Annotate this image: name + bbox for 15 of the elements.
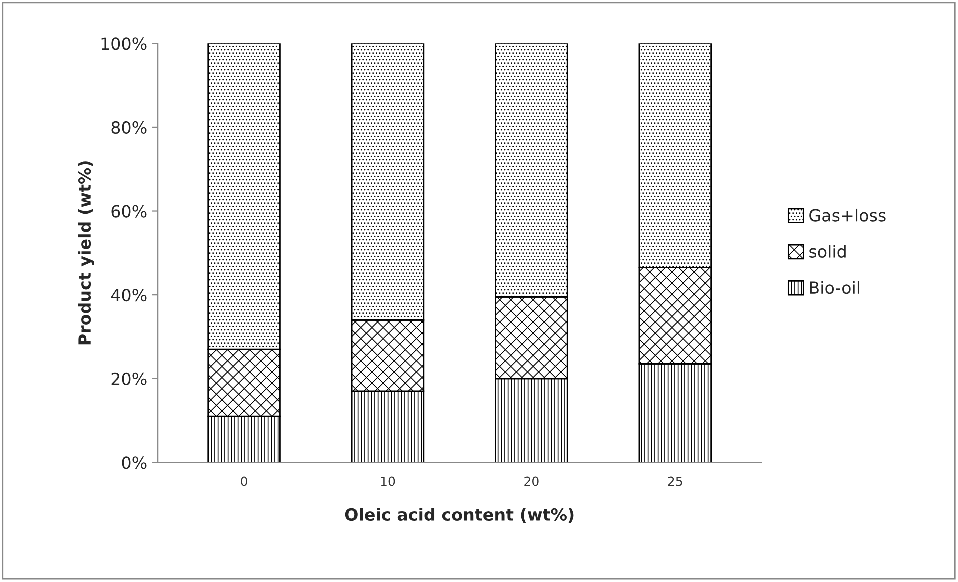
x-tick-label: 25 bbox=[668, 476, 682, 486]
y-axis-title: Product yield (wt%) bbox=[78, 162, 94, 345]
y-tick-label: 20% bbox=[112, 372, 147, 386]
y-tick-label: 100% bbox=[102, 38, 147, 50]
legend-label: Gas+loss bbox=[810, 208, 886, 222]
legend-label: Bio-oil bbox=[810, 281, 860, 294]
y-tick-label: 60% bbox=[112, 205, 147, 218]
x-tick-label: 20 bbox=[524, 476, 539, 486]
x-axis-title: Oleic acid content (wt%) bbox=[345, 508, 574, 523]
legend-label: solid bbox=[810, 245, 846, 258]
y-tick-label: 40% bbox=[111, 289, 147, 302]
y-tick-label: 0% bbox=[122, 456, 147, 470]
y-tick-label: 80% bbox=[112, 121, 147, 134]
x-tick-label: 0 bbox=[241, 476, 248, 486]
x-tick-label: 10 bbox=[381, 476, 396, 486]
